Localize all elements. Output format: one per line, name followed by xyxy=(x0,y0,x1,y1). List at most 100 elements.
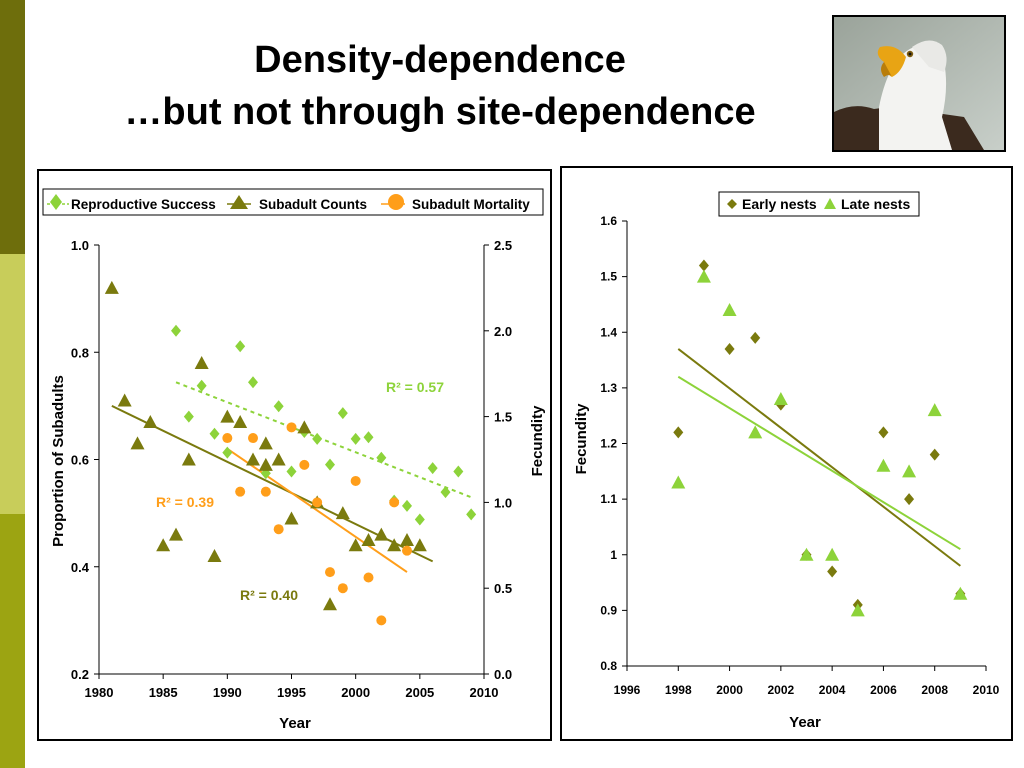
data-point-circle xyxy=(389,497,400,508)
legend-label-early: Early nests xyxy=(742,196,817,212)
legend-label-reproductive: Reproductive Success xyxy=(71,197,216,212)
data-point-triangle xyxy=(117,393,132,407)
trendline-circle xyxy=(226,447,408,573)
x-axis-title: Year xyxy=(789,714,821,731)
trendline-triangle xyxy=(677,375,961,551)
chart-panel-left: 1980 1985 1990 1995 2000 2005 2010 0.2 0.4 0.6 0.8… xyxy=(37,169,552,741)
right-y-tick-label: 2.0 xyxy=(494,324,512,339)
x-tick-label: 1985 xyxy=(149,685,178,700)
x-tick-label: 2010 xyxy=(973,683,1000,697)
data-point-diamond xyxy=(427,462,438,475)
data-point-diamond xyxy=(414,513,425,526)
chart-left: 1980 1985 1990 1995 2000 2005 2010 0.2 0.4 0.6 0.8… xyxy=(42,188,546,732)
data-point-triangle xyxy=(773,392,788,405)
y-tick-label: 1 xyxy=(610,548,617,562)
r2-label-subadult: R² = 0.40 xyxy=(240,587,298,603)
r2-label-reproductive: R² = 0.57 xyxy=(386,379,444,395)
x-tick-label: 1990 xyxy=(213,685,242,700)
data-point-triangle xyxy=(722,303,737,316)
y-tick-label: 1.5 xyxy=(600,270,617,284)
data-point-diamond xyxy=(325,458,335,471)
left-y-tick-label: 0.2 xyxy=(71,667,89,682)
data-point-circle xyxy=(248,433,258,444)
data-point-triangle xyxy=(323,597,337,611)
data-point-triangle xyxy=(233,414,248,428)
right-y-tick-label: 2.5 xyxy=(494,238,512,253)
data-point-triangle xyxy=(671,475,686,489)
data-point-triangle xyxy=(156,538,171,552)
data-point-diamond xyxy=(453,465,464,478)
legend-marker-subadult xyxy=(230,195,248,209)
data-point-circle xyxy=(363,572,374,583)
decor-stripe-mid xyxy=(0,514,25,768)
x-tick-label: 1995 xyxy=(277,685,306,700)
chart-panel-right: 1996 1998 2000 2002 2004 2006 2008 2010 0.8 0.9 1 1… xyxy=(560,166,1013,741)
slide-title-line2: …but not through site-dependence xyxy=(124,91,756,133)
data-point-triangle xyxy=(169,527,183,541)
left-y-tick-label: 1.0 xyxy=(71,238,89,253)
x-tick-label: 2005 xyxy=(405,685,434,700)
eagle-photo xyxy=(832,15,1006,152)
legend-box xyxy=(42,188,544,216)
y-tick-label: 1.4 xyxy=(600,325,617,339)
data-point-diamond xyxy=(363,431,374,444)
data-point-diamond xyxy=(904,493,915,506)
data-point-triangle xyxy=(387,538,402,552)
right-y-tick-label: 0.5 xyxy=(494,581,512,596)
y-tick-label: 0.9 xyxy=(600,603,617,617)
data-point-triangle xyxy=(799,547,814,561)
data-point-diamond xyxy=(235,340,246,353)
chart-right: 1996 1998 2000 2002 2004 2006 2008 2010 0.8 0.9 1 1… xyxy=(573,191,1000,731)
y-tick-label: 1.3 xyxy=(600,381,617,395)
data-point-triangle xyxy=(696,269,711,283)
data-point-circle xyxy=(299,459,310,470)
left-y-axis-title: Proportion of Subadults xyxy=(50,375,67,547)
legend-label-late: Late nests xyxy=(841,196,910,212)
data-point-diamond xyxy=(698,259,709,272)
legend-marker-late xyxy=(824,198,836,209)
x-tick-label: 2004 xyxy=(819,683,846,697)
legend-marker-reproductive xyxy=(50,194,62,210)
left-y-tick-label: 0.4 xyxy=(71,560,90,575)
data-point-triangle xyxy=(104,280,119,294)
decor-stripe-light xyxy=(0,254,25,514)
x-tick-label: 2000 xyxy=(716,683,743,697)
data-point-triangle xyxy=(335,506,350,520)
x-tick-label: 1996 xyxy=(614,683,641,697)
data-point-diamond xyxy=(312,432,323,445)
data-point-triangle xyxy=(181,452,196,466)
data-point-circle xyxy=(235,486,246,497)
legend-marker-early xyxy=(727,199,737,209)
x-tick-label: 1998 xyxy=(665,683,692,697)
data-point-diamond xyxy=(466,508,477,521)
data-point-triangle xyxy=(876,458,891,472)
y-tick-label: 0.8 xyxy=(600,659,617,673)
data-point-diamond xyxy=(402,499,412,512)
data-point-triangle xyxy=(953,586,968,600)
x-tick-label: 2000 xyxy=(341,685,370,700)
data-point-circle xyxy=(325,567,335,578)
data-point-diamond xyxy=(376,451,387,464)
data-point-diamond xyxy=(750,331,761,344)
y-axis-title: Fecundity xyxy=(573,403,590,474)
eagle-image xyxy=(834,17,1004,150)
data-point-diamond xyxy=(440,486,451,499)
x-tick-label: 2006 xyxy=(870,683,897,697)
data-point-diamond xyxy=(196,379,207,392)
data-point-triangle xyxy=(374,527,389,541)
data-point-diamond xyxy=(183,410,194,423)
trendline-diamond xyxy=(175,381,472,499)
data-point-circle xyxy=(402,545,412,556)
data-point-triangle xyxy=(246,452,260,466)
data-point-diamond xyxy=(171,324,181,337)
data-point-circle xyxy=(273,524,284,535)
right-y-tick-label: 0.0 xyxy=(494,667,512,682)
data-point-diamond xyxy=(273,400,284,413)
data-point-circle xyxy=(376,615,387,626)
right-y-tick-label: 1.5 xyxy=(494,410,512,425)
data-point-triangle xyxy=(143,414,158,428)
data-point-triangle xyxy=(271,452,286,466)
data-point-diamond xyxy=(350,432,361,445)
right-y-axis-title: Fecundity xyxy=(529,405,546,476)
data-point-triangle xyxy=(284,511,299,525)
